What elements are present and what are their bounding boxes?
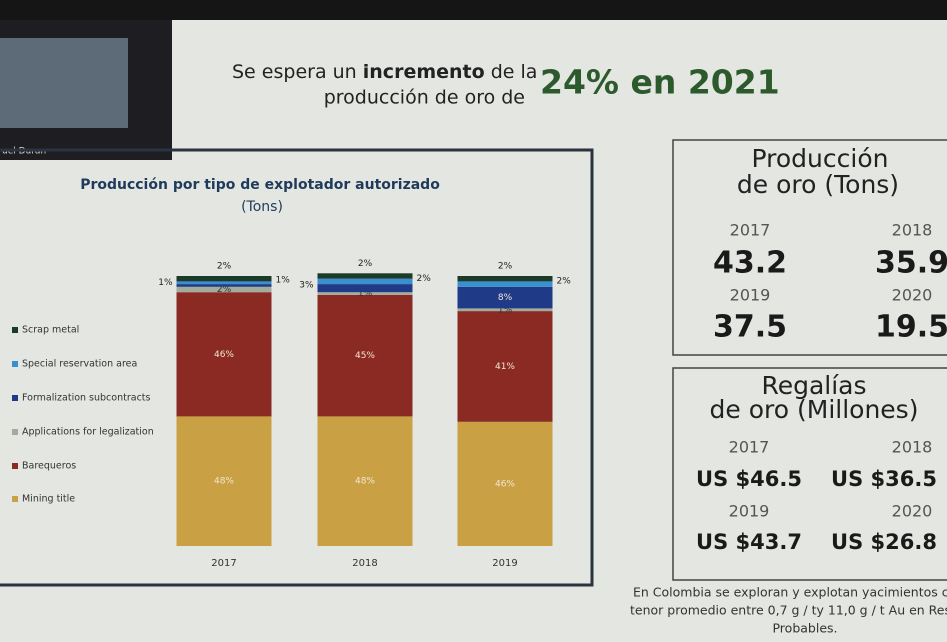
value-label: 37.5	[713, 310, 787, 345]
data-label: 46%	[495, 479, 515, 489]
data-label: 3%	[299, 281, 314, 291]
x-tick-label: 2019	[492, 558, 517, 569]
footnote: En Colombia se exploran y explotan yacim…	[633, 585, 947, 600]
headline-part: de la	[491, 61, 538, 83]
bar-segment	[457, 421, 553, 546]
legend-swatch	[12, 463, 18, 469]
bar-segment	[176, 416, 272, 546]
data-label: 2%	[498, 262, 513, 272]
data-label: 1%	[498, 305, 513, 315]
legend-swatch	[12, 327, 18, 333]
data-label: 2%	[417, 274, 432, 284]
bar-segment	[317, 294, 413, 417]
legend-label: Scrap metal	[22, 325, 79, 336]
video-frame	[0, 38, 128, 128]
legend-swatch	[12, 361, 18, 367]
bar-segment	[457, 281, 553, 287]
data-label: 2%	[217, 262, 232, 272]
bar-segment	[317, 284, 413, 293]
chart-subtitle: (Tons)	[241, 199, 283, 215]
data-label: 1%	[158, 278, 173, 288]
value-label: 19.5	[875, 310, 947, 345]
data-label: 2%	[557, 277, 572, 287]
chart-frame	[0, 148, 594, 587]
year-label: 2017	[729, 438, 770, 457]
data-label: 1%	[276, 275, 291, 285]
year-label: 2018	[892, 438, 933, 457]
headline-part: Se espera un	[232, 61, 357, 83]
bar-segment	[176, 281, 272, 285]
headline-highlight: 24% en 2021	[540, 63, 780, 102]
data-label: 46%	[214, 350, 234, 360]
year-label: 2020	[892, 502, 933, 521]
legend-swatch	[12, 496, 18, 502]
legend-label: Special reservation area	[22, 359, 137, 370]
royalties-panel	[672, 367, 947, 581]
legend-label: Applications for legalization	[22, 427, 154, 438]
bar-segment	[176, 284, 272, 287]
panel-title: Producción	[752, 144, 889, 173]
footnote: Probables.	[772, 621, 837, 636]
year-label: 2018	[892, 221, 933, 240]
legend-label: Formalization subcontracts	[22, 393, 151, 404]
bar-segment	[176, 286, 272, 293]
bar-segment	[457, 308, 553, 312]
headline-part: incremento	[363, 61, 485, 83]
data-label: 2%	[217, 285, 232, 295]
x-tick-label: 2018	[352, 558, 377, 569]
data-label: 48%	[355, 477, 375, 487]
bar-segment	[317, 273, 413, 279]
legend-swatch	[12, 429, 18, 435]
panel-title: de oro (Millones)	[710, 395, 919, 424]
bar-segment	[457, 311, 553, 422]
value-label: 43.2	[713, 246, 787, 281]
chart-title: Producción por tipo de explotador autori…	[80, 177, 440, 193]
value-label: US $36.5	[831, 467, 937, 491]
legend-label: Mining title	[22, 494, 75, 505]
year-label: 2019	[730, 286, 771, 305]
footnote: tenor promedio entre 0,7 g / ty 11,0 g /…	[630, 603, 947, 618]
data-label: 41%	[495, 362, 515, 372]
top-bar	[0, 0, 947, 20]
data-label: 48%	[214, 477, 234, 487]
value-label: US $26.8	[831, 530, 937, 554]
year-label: 2019	[729, 502, 770, 521]
data-label: 1%	[358, 289, 373, 299]
headline: Se espera un incremento de la	[232, 61, 537, 83]
year-label: 2020	[892, 286, 933, 305]
data-label: 45%	[355, 351, 375, 361]
value-label: US $46.5	[696, 467, 802, 491]
panel-title: de oro (Tons)	[737, 170, 899, 199]
bar-segment	[457, 286, 553, 309]
royalties-values: 2017 US $46.5 2018 US $36.5 2019 US $43.7 2020…	[696, 438, 937, 555]
legend-label: Barequeros	[22, 461, 76, 472]
data-label: 2%	[358, 259, 373, 269]
chart: 2017 48% 46% 2% 1% 1% 2% 2018 48% 45% 1% 3% 2% 2% 2019…	[12, 259, 571, 569]
production-panel	[672, 139, 947, 356]
bar-segment	[317, 416, 413, 546]
bar-segment	[317, 278, 413, 285]
x-tick-label: 2017	[211, 558, 236, 569]
data-label: 8%	[498, 293, 513, 303]
bar-segment	[176, 276, 272, 282]
value-label: US $43.7	[696, 530, 802, 554]
headline-line2: producción de oro de	[324, 87, 525, 109]
year-label: 2017	[730, 221, 771, 240]
bar-segment	[457, 276, 553, 282]
panel-title: Regalías	[761, 371, 866, 400]
bar-segment	[176, 292, 272, 417]
legend-swatch	[12, 395, 18, 401]
value-label: 35.9	[875, 246, 947, 281]
bar-segment	[317, 292, 413, 295]
production-values: 2017 43.2 2018 35.9 2019 37.5 2020 19.5	[713, 221, 947, 345]
